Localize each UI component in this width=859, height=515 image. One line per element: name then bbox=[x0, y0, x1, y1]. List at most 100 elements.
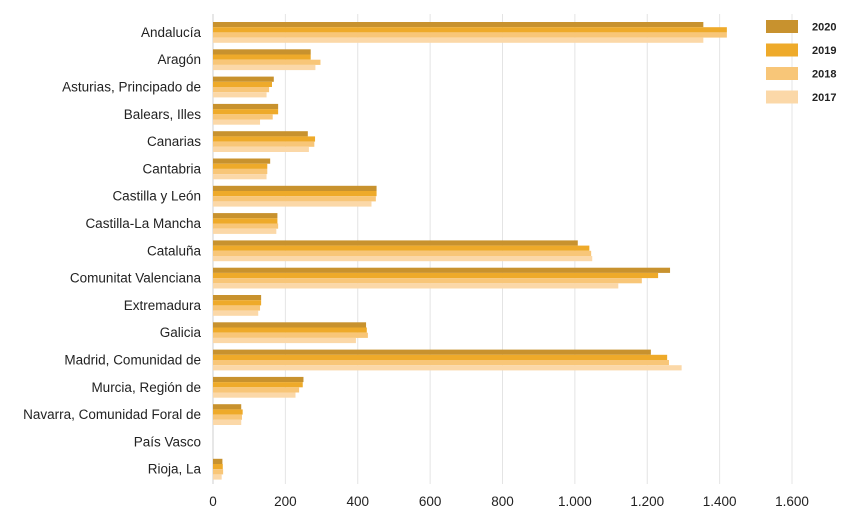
bar bbox=[213, 201, 372, 207]
bar bbox=[213, 240, 578, 246]
category-label: Murcia, Región de bbox=[91, 380, 201, 395]
bar bbox=[213, 272, 659, 279]
legend-swatch bbox=[766, 20, 798, 33]
bar bbox=[213, 464, 223, 470]
bar bbox=[213, 92, 267, 98]
legend-label: 2017 bbox=[812, 92, 836, 104]
bar bbox=[213, 163, 268, 169]
category-labels: Andalucía Aragón Asturias, Principado de Ba… bbox=[23, 25, 201, 477]
bar bbox=[213, 146, 309, 152]
bar bbox=[213, 337, 356, 344]
x-tick-label: 1.400 bbox=[703, 494, 737, 509]
bar bbox=[213, 474, 222, 480]
bar bbox=[213, 168, 268, 175]
category-label: Canarias bbox=[147, 134, 201, 149]
x-tick-label: 800 bbox=[491, 494, 514, 509]
bar bbox=[213, 103, 279, 110]
bar bbox=[213, 59, 321, 65]
category-label: Rioja, La bbox=[148, 462, 202, 477]
bar bbox=[213, 76, 274, 82]
category-label: Comunitat Valenciana bbox=[70, 271, 202, 286]
bar bbox=[213, 278, 642, 284]
bar bbox=[213, 245, 590, 251]
bars bbox=[213, 22, 727, 480]
category-label: Andalucía bbox=[141, 25, 202, 40]
x-tick-label: 600 bbox=[419, 494, 442, 509]
bar bbox=[213, 300, 262, 306]
bar bbox=[213, 267, 671, 273]
bar bbox=[213, 322, 367, 328]
bar bbox=[213, 64, 316, 71]
x-tick-label: 1.000 bbox=[558, 494, 592, 509]
bar bbox=[213, 32, 727, 38]
bar bbox=[213, 332, 368, 338]
legend-label: 2020 bbox=[812, 22, 836, 34]
category-label: Extremadura bbox=[124, 298, 202, 313]
bar bbox=[213, 392, 296, 398]
category-label: Madrid, Comunidad de bbox=[64, 353, 201, 368]
bar bbox=[213, 54, 311, 60]
x-tick-label: 1.600 bbox=[775, 494, 809, 509]
category-label: País Vasco bbox=[134, 434, 201, 449]
category-label: Aragón bbox=[157, 52, 201, 67]
x-tick-labels: 0 200 400 600 800 1.000 1.200 1.400 1.600 bbox=[209, 494, 809, 509]
legend-swatch bbox=[766, 67, 798, 80]
bar bbox=[213, 458, 223, 464]
bar bbox=[213, 387, 300, 393]
bar bbox=[213, 174, 267, 180]
bar bbox=[213, 310, 259, 316]
legend-swatch bbox=[766, 90, 798, 104]
bar bbox=[213, 354, 668, 360]
bar bbox=[213, 414, 242, 420]
category-label: Galicia bbox=[160, 325, 202, 340]
bar bbox=[213, 419, 242, 425]
bar bbox=[213, 376, 304, 383]
category-label: Castilla y León bbox=[112, 189, 201, 204]
category-label: Cataluña bbox=[147, 243, 202, 258]
bar bbox=[213, 223, 279, 229]
x-tick-label: 1.200 bbox=[630, 494, 664, 509]
bar bbox=[213, 250, 592, 256]
x-tick-label: 400 bbox=[346, 494, 369, 509]
bar bbox=[213, 469, 224, 475]
bar bbox=[213, 37, 704, 43]
bar bbox=[213, 404, 242, 410]
bar bbox=[213, 349, 651, 355]
category-label: Castilla-La Mancha bbox=[85, 216, 201, 231]
bar bbox=[213, 87, 270, 93]
bar bbox=[213, 109, 279, 115]
category-label: Cantabria bbox=[142, 161, 201, 176]
bar bbox=[213, 191, 377, 197]
bar bbox=[213, 119, 261, 125]
bar bbox=[213, 218, 278, 224]
bar bbox=[213, 213, 278, 219]
bar bbox=[213, 131, 308, 137]
x-tick-label: 0 bbox=[209, 494, 217, 509]
bar bbox=[213, 185, 377, 191]
bar bbox=[213, 382, 303, 388]
bar bbox=[213, 327, 367, 333]
bar bbox=[213, 27, 727, 33]
legend-label: 2019 bbox=[812, 45, 836, 57]
bar bbox=[213, 22, 704, 28]
bar bbox=[213, 305, 261, 311]
category-label: Asturias, Principado de bbox=[62, 80, 201, 95]
bar bbox=[213, 360, 669, 366]
legend-label: 2018 bbox=[812, 69, 836, 81]
category-label: Navarra, Comunidad Foral de bbox=[23, 407, 201, 422]
bar bbox=[213, 365, 682, 371]
bar bbox=[213, 141, 315, 147]
bar bbox=[213, 409, 243, 415]
legend-swatch bbox=[766, 43, 798, 57]
legend: 2020 2019 2018 2017 bbox=[766, 20, 836, 104]
bar bbox=[213, 81, 272, 87]
bar bbox=[213, 295, 262, 301]
bar bbox=[213, 114, 273, 120]
bar bbox=[213, 256, 593, 262]
bar bbox=[213, 283, 619, 289]
bar bbox=[213, 136, 316, 142]
bar bbox=[213, 49, 311, 55]
category-label: Balears, Illes bbox=[124, 107, 202, 122]
bar bbox=[213, 158, 271, 164]
